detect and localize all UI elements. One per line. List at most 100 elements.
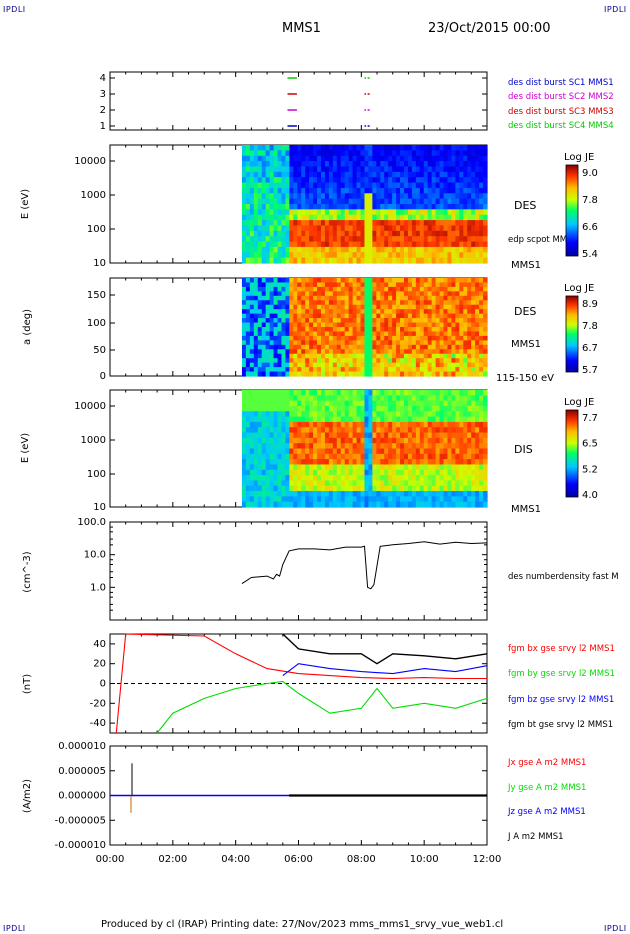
des-energy-cell (384, 236, 389, 243)
des-pitch-cell (317, 313, 322, 319)
dis-energy-cell (317, 416, 322, 423)
dis-energy-cell (293, 443, 298, 450)
des-pitch-cell (459, 291, 464, 297)
dis-energy-cell (455, 501, 460, 508)
des-energy-cell (356, 220, 362, 227)
des-energy-cell (364, 241, 370, 248)
dis-energy-cell (368, 443, 373, 450)
des-energy-cell (340, 198, 346, 205)
des-energy-cell (336, 150, 342, 157)
des-energy-cell (372, 161, 377, 168)
dis-energy-cell (269, 459, 275, 466)
dis-energy-cell (364, 459, 370, 466)
panel-label: DES (514, 305, 536, 318)
dis-energy-cell (404, 427, 409, 434)
des-pitch-cell (257, 304, 263, 310)
des-pitch-cell (253, 295, 259, 301)
des-energy-cell (376, 150, 381, 157)
des-pitch-cell (376, 367, 381, 373)
des-pitch-cell (241, 282, 247, 288)
dis-energy-cell (435, 453, 441, 460)
des-pitch-cell (241, 362, 247, 368)
des-energy-cell (241, 166, 247, 173)
des-energy-cell (241, 198, 247, 205)
des-energy-cell (411, 145, 417, 151)
des-pitch-cell (376, 358, 381, 364)
des-energy-cell (352, 198, 358, 205)
des-energy-cell (332, 193, 338, 200)
des-pitch-colorbar (565, 295, 579, 373)
des-energy-colorbar-tick: 6.6 (582, 222, 598, 233)
dis-energy-cell (297, 395, 302, 402)
dis-energy-cell (439, 443, 445, 450)
dis-energy-cell (400, 496, 405, 503)
des-pitch-cell (443, 340, 449, 346)
des-energy-cell (447, 171, 453, 178)
des-energy-cell (388, 209, 393, 216)
des-energy-cell (328, 161, 334, 168)
dis-energy-cell (479, 437, 484, 444)
dis-energy-cell (411, 427, 417, 434)
des-pitch-cell (328, 318, 334, 324)
des-pitch-cell (324, 349, 330, 355)
des-pitch-cell (384, 304, 389, 310)
dis-energy-cell (340, 432, 346, 439)
dis-energy-cell (400, 443, 405, 450)
des-pitch-cell (249, 304, 255, 310)
dis-energy-cell (352, 437, 358, 444)
des-energy-cell (309, 171, 314, 178)
des-energy-cell (400, 246, 405, 253)
des-pitch-cell (309, 322, 314, 328)
des-energy-cell (471, 209, 476, 216)
des-energy-cell (340, 246, 346, 253)
des-pitch-cell (344, 344, 350, 350)
des-energy-cell (392, 209, 397, 216)
des-pitch-cell (273, 331, 279, 337)
dis-energy-cell (447, 432, 453, 439)
des-energy-cell (407, 182, 413, 189)
des-pitch-cell (400, 286, 405, 292)
dis-energy-cell (407, 437, 413, 444)
des-pitch-cell (427, 344, 433, 350)
dis-energy-cell (447, 480, 453, 487)
dis-energy-cell (348, 390, 354, 396)
des-energy-cell (380, 236, 385, 243)
des-energy-cell (281, 155, 287, 162)
des-energy-colorbar (565, 164, 579, 257)
des-pitch-cell (479, 278, 484, 284)
des-pitch-cell (265, 362, 271, 368)
des-energy-cell (289, 214, 294, 221)
dis-energy-cell (293, 421, 298, 428)
des-pitch-cell (265, 371, 271, 377)
dis-energy-cell (475, 464, 480, 471)
dis-energy-cell (289, 464, 294, 471)
des-energy-cell (447, 187, 453, 194)
legend-entry: J A m2 MMS1 (507, 832, 564, 842)
des-pitch-cell (427, 313, 433, 319)
dis-energy-cell (435, 464, 441, 471)
dis-energy-cell (411, 437, 417, 444)
dis-energy-cell (388, 427, 393, 434)
dis-energy-cell (427, 475, 433, 482)
dis-energy-cell (463, 411, 468, 418)
des-energy-cell (352, 155, 358, 162)
dis-energy-cell (289, 437, 294, 444)
des-energy-cell (451, 241, 456, 248)
des-pitch-cell (277, 286, 283, 292)
des-pitch-cell (380, 353, 385, 359)
des-pitch-cell (400, 322, 405, 328)
des-energy-cell (372, 214, 377, 221)
des-energy-cell (297, 171, 302, 178)
des-pitch-cell (245, 353, 251, 359)
dis-energy-cell (352, 443, 358, 450)
dis-energy-cell (368, 485, 373, 492)
dis-energy-cell (479, 464, 484, 471)
dis-energy-cell (301, 459, 306, 466)
des-energy-cell (356, 171, 362, 178)
dis-energy-cell (257, 400, 263, 407)
des-energy-cell (269, 246, 275, 253)
des-energy-cell (384, 204, 389, 210)
des-pitch-cell (388, 362, 393, 368)
des-pitch-cell (285, 304, 290, 310)
des-energy-cell (447, 230, 453, 237)
